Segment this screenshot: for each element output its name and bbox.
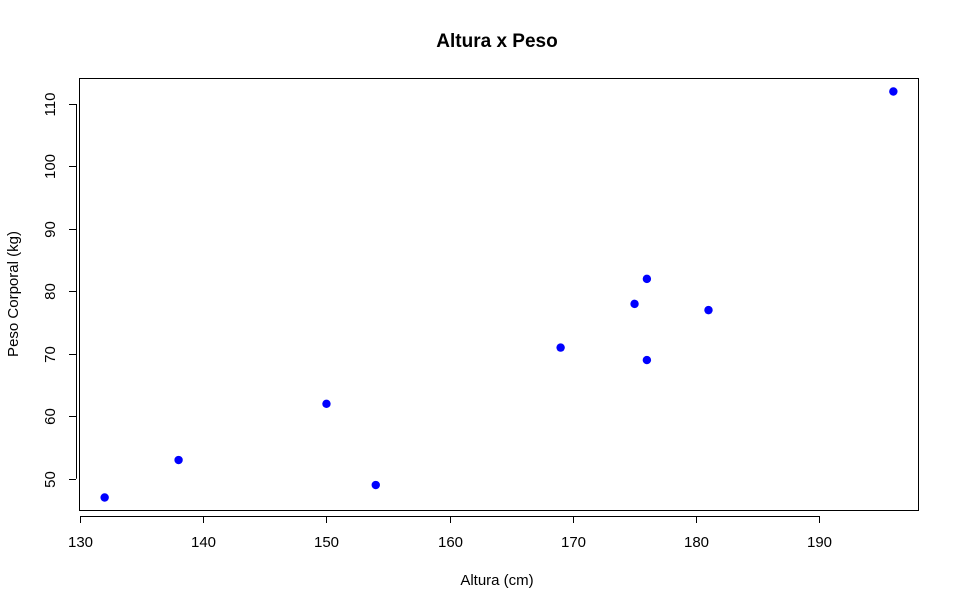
data-point <box>642 274 652 284</box>
y-tick-label: 60 <box>42 408 59 425</box>
data-point <box>889 87 898 96</box>
x-tick-label: 190 <box>807 534 832 551</box>
data-point <box>174 455 183 465</box>
data-point <box>642 355 652 365</box>
data-point <box>100 493 109 502</box>
y-axis: 50 60 70 80 90 100 110 <box>42 93 77 488</box>
data-point <box>322 399 331 409</box>
y-tick-label: 90 <box>42 221 59 238</box>
chart-title: Altura x Peso <box>436 31 557 52</box>
data-point <box>556 343 565 352</box>
x-tick-label: 180 <box>684 534 709 551</box>
y-tick-label: 70 <box>42 346 59 363</box>
data-point <box>704 305 713 315</box>
data-point <box>371 480 380 490</box>
data-points <box>100 87 898 502</box>
y-axis-label: Peso Corporal (kg) <box>5 231 22 357</box>
x-tick-label: 130 <box>68 534 93 551</box>
y-tick-label: 100 <box>42 154 59 179</box>
x-axis: 130 140 150 160 170 180 190 <box>68 516 832 551</box>
y-tick-label: 110 <box>42 93 59 117</box>
x-tick-label: 160 <box>438 534 463 551</box>
y-tick-label: 80 <box>42 283 59 300</box>
x-axis-label: Altura (cm) <box>460 572 533 589</box>
x-tick-label: 140 <box>191 534 216 551</box>
x-tick-label: 150 <box>314 534 339 551</box>
plot-area <box>79 78 919 511</box>
x-tick-label: 170 <box>561 534 586 551</box>
y-tick-label: 50 <box>42 471 59 488</box>
data-point <box>630 299 639 309</box>
